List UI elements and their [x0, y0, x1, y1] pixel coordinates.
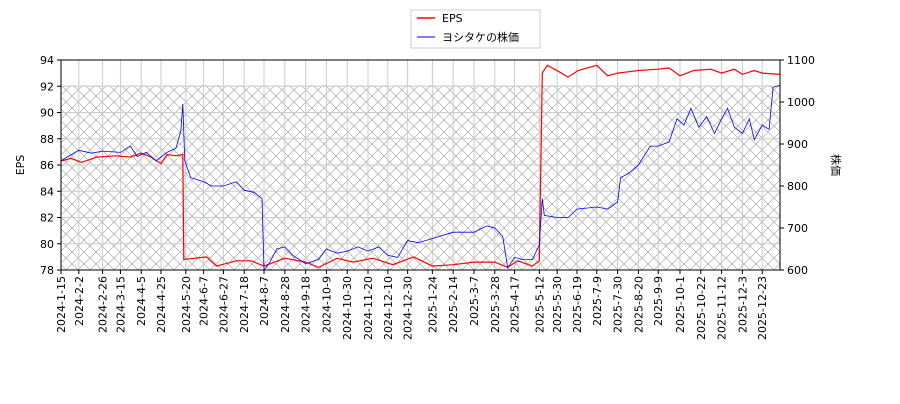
x-tick-label: 2024-12-30 [402, 276, 415, 340]
x-tick-label: 2024-10-30 [341, 276, 354, 340]
x-tick-label: 2024-8-28 [279, 276, 292, 333]
x-tick-label: 2025-5-12 [533, 276, 546, 333]
y-left-tick-label: 88 [40, 133, 54, 146]
y-right-tick-label: 1000 [787, 96, 815, 109]
x-tick-label: 2024-1-15 [55, 276, 68, 333]
y-left-label: EPS [14, 155, 27, 176]
x-tick-label: 2025-10-1 [674, 276, 687, 333]
eps-line [60, 64, 781, 269]
x-tick-label: 2025-11-12 [716, 276, 729, 340]
x-tick-label: 2024-8-7 [258, 276, 271, 326]
y-right-tick-label: 600 [787, 264, 808, 277]
x-tick-label: 2025-3-28 [489, 276, 502, 333]
y-left-tick-label: 78 [40, 264, 54, 277]
legend-eps: EPS [442, 12, 463, 25]
x-tick-label: 2025-7-30 [612, 276, 625, 333]
legend: EPS ヨシタケの株価 [410, 9, 541, 49]
x-tick-label: 2024-5-20 [180, 276, 193, 333]
hatched-region [61, 85, 780, 270]
y-right-tick-label: 1100 [787, 54, 815, 67]
y-left-tick-label: 82 [40, 212, 54, 225]
x-tick-label: 2025-9-9 [652, 276, 665, 326]
x-tick-label: 2024-6-27 [217, 276, 230, 333]
y-right-tick-label: 700 [787, 222, 808, 235]
x-tick-label: 2025-5-30 [551, 276, 564, 333]
price-line [60, 84, 781, 272]
x-tick-label: 2025-12-3 [736, 276, 749, 333]
x-tick-label: 2025-2-14 [447, 276, 460, 333]
x-tick-label: 2024-9-18 [300, 276, 313, 333]
x-tick-label: 2025-8-20 [632, 276, 645, 333]
y-right-tick-label: 900 [787, 138, 808, 151]
y-right-label: 株価 [829, 154, 843, 176]
x-tick-label: 2024-7-18 [238, 276, 251, 333]
x-tick-label: 2025-7-9 [591, 276, 604, 326]
y-left-tick-label: 90 [40, 107, 54, 120]
x-tick-label: 2025-6-19 [571, 276, 584, 333]
x-tick-label: 2024-11-20 [362, 276, 375, 340]
y-left-tick-label: 86 [40, 159, 54, 172]
x-tick-label: 2025-1-24 [426, 276, 439, 333]
x-tick-label: 2025-10-22 [695, 276, 708, 340]
y-left-tick-label: 92 [40, 80, 54, 93]
y-left-tick-label: 80 [40, 238, 54, 251]
x-tick-label: 2024-4-25 [155, 276, 168, 333]
x-tick-label: 2025-4-17 [509, 276, 522, 333]
x-tick-label: 2024-2-26 [97, 276, 110, 333]
x-tick-label: 2024-6-7 [198, 276, 211, 326]
y-left-tick-label: 94 [40, 54, 54, 67]
x-tick-label: 2024-2-2 [73, 276, 86, 326]
x-tick-label: 2025-3-7 [468, 276, 481, 326]
x-tick-label: 2024-10-9 [320, 276, 333, 333]
legend-price: ヨシタケの株価 [442, 30, 519, 44]
x-tick-label: 2024-4-5 [135, 276, 148, 326]
x-tick-label: 2025-12-23 [756, 276, 769, 340]
x-tick-label: 2024-12-10 [382, 276, 395, 340]
y-right-tick-label: 800 [787, 180, 808, 193]
x-tick-label: 2024-3-15 [114, 276, 127, 333]
y-left-tick-label: 84 [40, 185, 54, 198]
